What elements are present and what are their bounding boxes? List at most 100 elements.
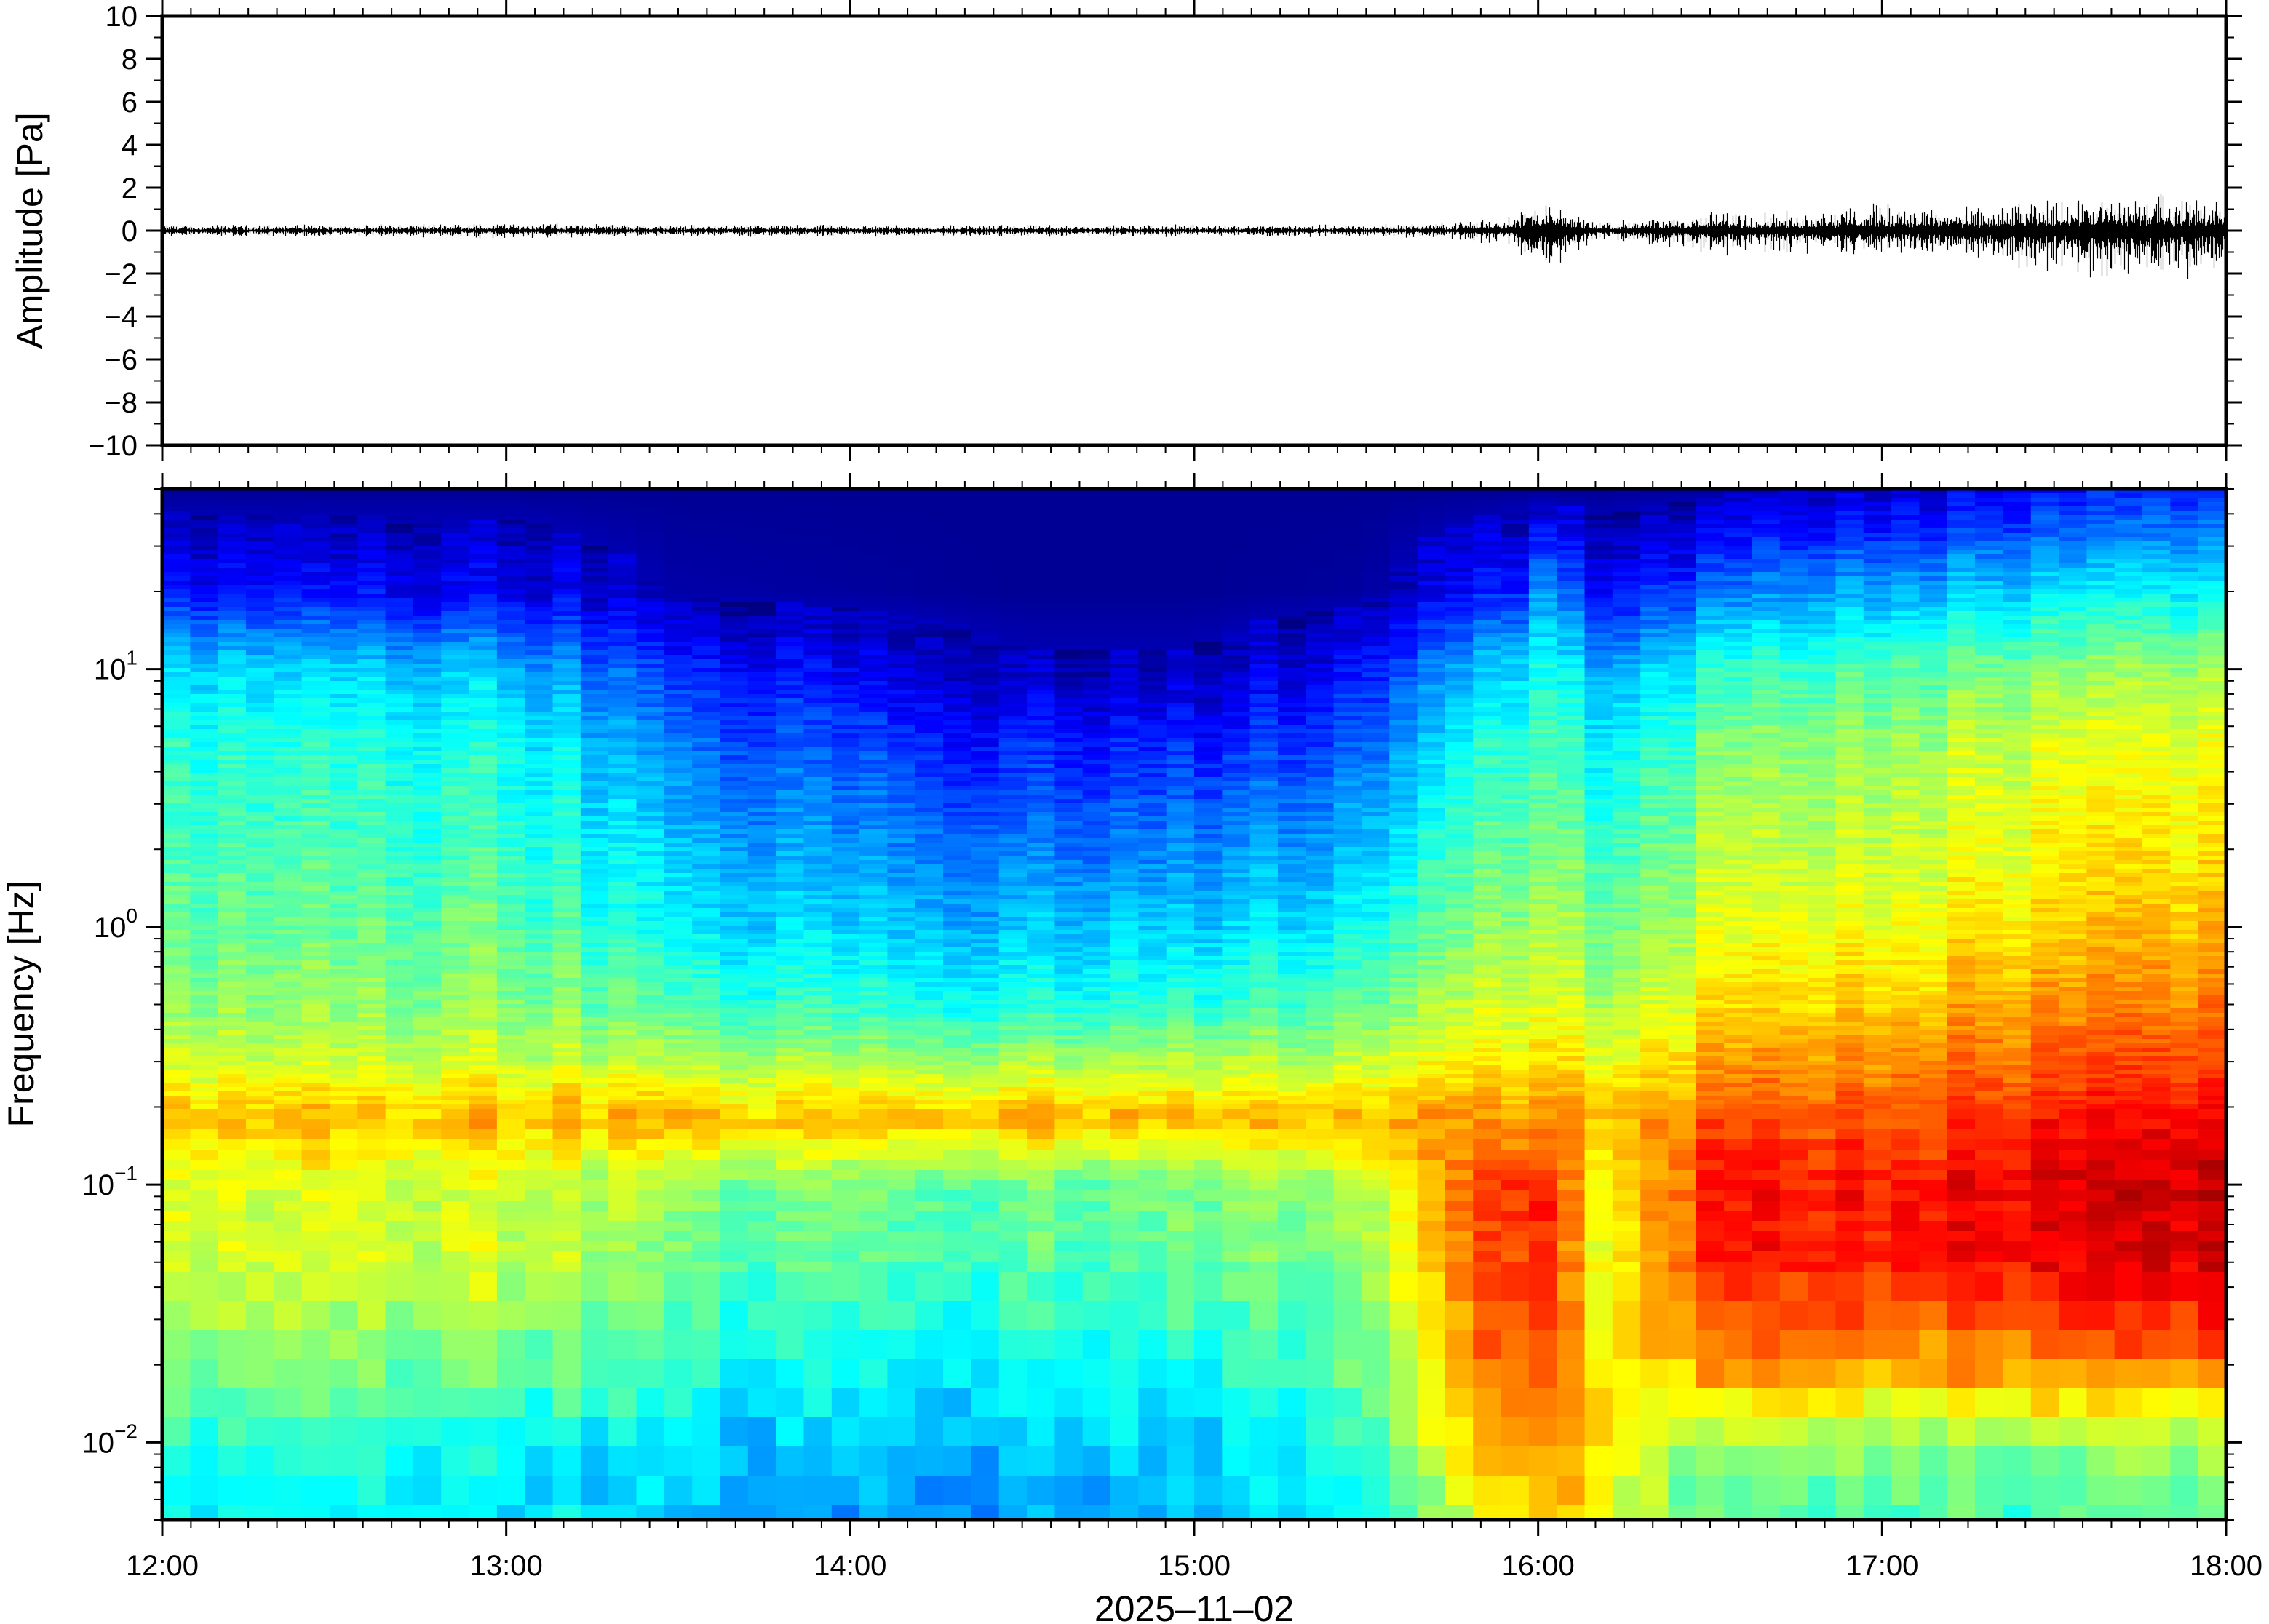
spectrogram-cell <box>692 1330 721 1360</box>
spectrogram-cell <box>552 995 581 1000</box>
spectrogram-cell <box>803 834 833 839</box>
spectrogram-cell <box>580 843 609 848</box>
spectrogram-cell <box>720 729 749 734</box>
spectrogram-cell <box>692 834 721 839</box>
spectrogram-cell <box>496 860 526 865</box>
spectrogram-cell <box>218 847 247 852</box>
spectrogram-cell <box>859 974 889 979</box>
spectrogram-cell <box>636 755 665 760</box>
spectrogram-cell <box>190 751 219 756</box>
spectrogram-cell <box>190 637 219 642</box>
spectrogram-cell <box>887 550 916 555</box>
spectrogram-cell <box>636 777 665 782</box>
spectrogram-cell <box>245 1417 275 1447</box>
spectrogram-cell <box>496 1030 526 1035</box>
spectrogram-cell <box>274 659 303 664</box>
spectrogram-cell <box>190 1160 219 1171</box>
spectrogram-cell <box>720 1160 749 1171</box>
spectrogram-cell <box>692 799 721 804</box>
spectrogram-cell <box>469 908 498 913</box>
spectrogram-cell <box>831 1201 860 1211</box>
spectrogram-cell <box>274 524 303 529</box>
spectrogram-cell <box>413 1272 442 1302</box>
spectrogram-cell <box>218 1030 247 1035</box>
spectrogram-cell <box>859 633 889 638</box>
spectrogram-cell <box>190 1211 219 1222</box>
spectrogram-cell <box>525 742 554 747</box>
spectrogram-cell <box>218 589 247 594</box>
spectrogram-cell <box>496 952 526 957</box>
spectrogram-cell <box>915 502 944 507</box>
spectrogram-cell <box>245 899 275 904</box>
spectrogram-cell <box>441 965 470 970</box>
spectrogram-cell <box>887 659 916 664</box>
spectrogram-cell <box>301 624 330 629</box>
spectrogram-cell <box>803 773 833 778</box>
spectrogram-cell <box>747 642 776 647</box>
spectrogram-cell <box>636 904 665 909</box>
spectrogram-cell <box>776 838 805 843</box>
spectrogram-cell <box>190 1272 219 1302</box>
spectrogram-cell <box>915 1026 944 1031</box>
spectrogram-cell <box>915 1004 944 1009</box>
spectrogram-cell <box>859 825 889 830</box>
spectrogram-cell <box>803 821 833 826</box>
spectrogram-cell <box>776 520 805 525</box>
spectrogram-cell <box>552 912 581 918</box>
spectrogram-cell <box>496 1446 526 1476</box>
spectrogram-cell <box>747 1096 776 1101</box>
spectrogram-cell <box>301 764 330 769</box>
spectrogram-cell <box>608 489 637 494</box>
spectrogram-cell <box>803 991 833 996</box>
spectrogram-cell <box>692 781 721 787</box>
spectrogram-cell <box>441 633 470 638</box>
spectrogram-cell <box>301 1083 330 1088</box>
spectrogram-cell <box>218 1446 247 1476</box>
spectrogram-cell <box>496 799 526 804</box>
spectrogram-cell <box>943 520 972 525</box>
spectrogram-cell <box>943 982 972 987</box>
spectrogram-cell <box>747 581 776 586</box>
spectrogram-cell <box>887 795 916 800</box>
spectrogram-cell <box>245 1221 275 1232</box>
spectrogram-cell <box>776 637 805 642</box>
spectrogram-cell <box>747 1004 776 1009</box>
spectrogram-cell <box>190 554 219 560</box>
spectrogram-cell <box>636 1201 665 1211</box>
spectrogram-cell <box>496 751 526 756</box>
spectrogram-cell <box>469 843 498 848</box>
spectrogram-cell <box>692 655 721 660</box>
spectrogram-cell <box>162 952 191 957</box>
spectrogram-cell <box>301 511 330 516</box>
spectrogram-cell <box>803 1078 833 1083</box>
spectrogram-cell <box>692 563 721 568</box>
spectrogram-cell <box>943 594 972 599</box>
spectrogram-cell <box>413 904 442 909</box>
spectrogram-cell <box>859 829 889 835</box>
spectrogram-cell <box>441 891 470 896</box>
spectrogram-cell <box>329 790 359 795</box>
spectrogram-cell <box>301 729 330 734</box>
spectrogram-cell <box>385 1221 414 1232</box>
spectrogram-cell <box>859 851 889 856</box>
spectrogram-cell <box>413 646 442 651</box>
spectrogram-cell <box>162 816 191 821</box>
spectrogram-cell <box>413 1026 442 1031</box>
spectrogram-cell <box>859 712 889 717</box>
spectrogram-cell <box>608 733 637 739</box>
spectrogram-cell <box>692 677 721 682</box>
spectrogram-cell <box>636 642 665 647</box>
spectrogram-cell <box>720 1096 749 1101</box>
spectrogram-cell <box>525 982 554 987</box>
spectrogram-cell <box>525 812 554 817</box>
spectrogram-cell <box>469 943 498 948</box>
spectrogram-cell <box>776 956 805 961</box>
spectrogram-cell <box>190 795 219 800</box>
spectrogram-cell <box>831 1061 860 1066</box>
spectrogram-cell <box>469 672 498 677</box>
spectrogram-cell <box>831 611 860 616</box>
spectrogram-cell <box>776 1330 805 1360</box>
spectrogram-cell <box>245 904 275 909</box>
spectrogram-cell <box>552 738 581 743</box>
spectrogram-cell <box>301 1104 330 1110</box>
